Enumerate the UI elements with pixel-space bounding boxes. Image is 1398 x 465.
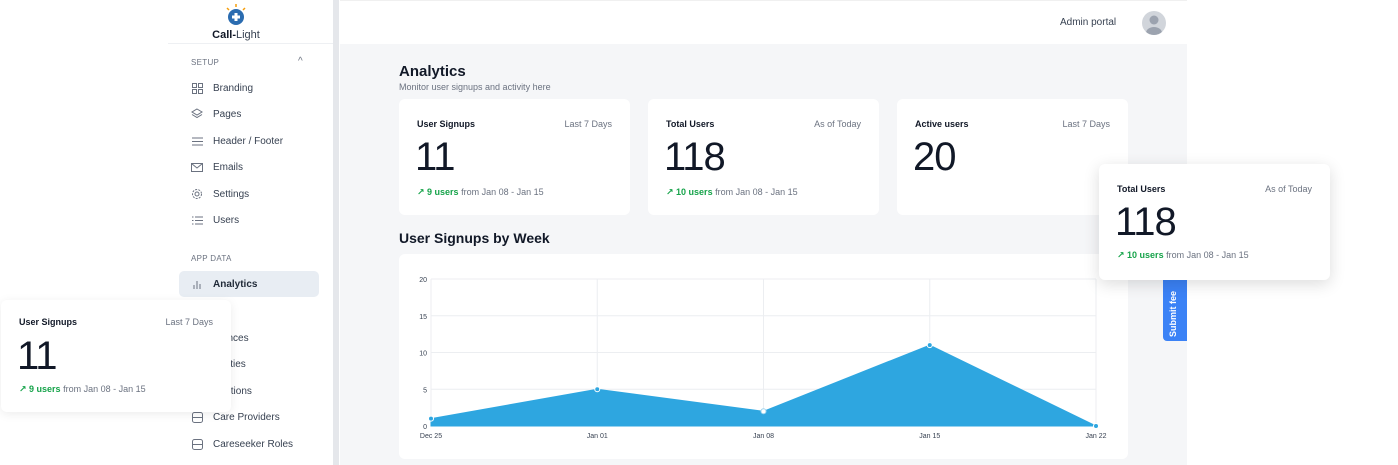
sidebar-item-label: Settings [213,188,250,200]
card-period: Last 7 Days [564,119,612,129]
sidebar-item-label: ifications [213,385,252,397]
x-tick-label: Jan 22 [1085,433,1106,440]
layers-icon [191,108,203,120]
card-period: Last 7 Days [1062,119,1110,129]
card-period: As of Today [1265,184,1312,194]
data-point [428,415,434,422]
submit-feedback-tab[interactable]: Submit fee [1163,278,1187,341]
change-value: ↗ 9 users [19,384,61,394]
change-value: ↗ 9 users [417,187,459,197]
card-period: As of Today [814,119,861,129]
admin-portal-label[interactable]: Admin portal [1060,17,1117,28]
data-point [1093,423,1099,429]
stat-card-active-users: Active users Last 7 Days 20 [897,99,1128,215]
floating-card-user-signups: User Signups Last 7 Days 11 ↗ 9 users fr… [1,300,231,412]
page-title: Analytics [399,63,466,80]
sidebar-item-pages[interactable]: Pages [179,101,319,127]
database-icon [191,438,203,450]
card-value: 11 [17,334,58,378]
card-title: Total Users [1117,184,1166,194]
data-point [926,342,933,349]
sidebar-item-label: Branding [213,82,254,94]
y-tick-label: 5 [423,387,427,394]
page-subtitle: Monitor user signups and activity here [399,82,551,92]
data-point [594,386,601,393]
mail-icon [191,161,203,173]
card-title: User Signups [19,317,78,327]
card-change: ↗ 9 users from Jan 08 - Jan 15 [417,187,544,198]
card-title: Total Users [666,119,715,129]
floating-card-total-users: Total Users As of Today 118 ↗ 10 users f… [1099,164,1330,280]
sidebar-item-label: Users [213,214,240,226]
stat-card-user-signups: User Signups Last 7 Days 11 ↗ 9 users fr… [399,99,630,215]
logo-text: Call-Light [212,29,260,41]
card-value: 11 [415,135,456,179]
card-title: Active users [915,119,969,129]
x-tick-label: Dec 25 [420,433,442,440]
stat-card-total-users: Total Users As of Today 118 ↗ 10 users f… [648,99,879,215]
gear-icon [191,188,203,200]
sidebar-item-label: Care Providers [213,411,280,423]
change-value: ↗ 10 users [1117,250,1164,260]
bar-chart-icon [191,278,203,290]
change-value: ↗ 10 users [666,187,713,197]
avatar[interactable] [1142,11,1166,35]
y-tick-label: 15 [419,314,427,321]
sidebar-item-settings[interactable]: Settings [179,181,319,207]
change-text: from Jan 08 - Jan 15 [60,384,146,394]
sidebar-item-label: Emails [213,161,244,173]
sidebar-item-header-footer[interactable]: Header / Footer [179,128,319,154]
main-content: Analytics Monitor user signups and activ… [340,44,1187,465]
sidebar-item-care-providers[interactable]: Care Providers [179,404,319,430]
x-tick-label: Jan 08 [753,433,774,440]
x-tick-label: Jan 01 [587,433,608,440]
sidebar-item-label: Analytics [213,278,258,290]
card-change: ↗ 10 users from Jan 08 - Jan 15 [666,187,798,198]
list-icon [191,214,203,226]
data-point [760,408,767,415]
card-period: Last 7 Days [165,317,213,327]
card-title: User Signups [417,119,476,129]
section-label-app-data: APP DATA [191,254,232,263]
feedback-label: Submit fee [1168,290,1178,337]
sidebar-item-label: Header / Footer [213,135,284,147]
top-bar: Admin portal [340,0,1187,44]
card-change: ↗ 9 users from Jan 08 - Jan 15 [19,384,146,395]
sidebar-item-label: Pages [213,108,242,120]
lightbulb-plus-icon [226,4,246,25]
change-text: from Jan 08 - Jan 15 [1163,250,1249,260]
menu-icon [191,135,203,147]
logo[interactable]: Call-Light [168,0,333,44]
sidebar-item-analytics[interactable]: Analytics [179,271,319,297]
y-tick-label: 10 [419,351,427,358]
chart-section-title: User Signups by Week [399,230,550,246]
sidebar-item-qualifications[interactable]: ifications [179,378,319,404]
chevron-up-icon[interactable]: ^ [298,56,303,67]
sidebar-item-careseeker-roles[interactable]: Careseeker Roles [179,431,319,457]
user-avatar-icon [1146,15,1162,35]
sidebar-item-users[interactable]: Users [179,207,319,233]
sidebar-item-branding[interactable]: Branding [179,75,319,101]
change-text: from Jan 08 - Jan 15 [712,187,798,197]
card-value: 20 [913,135,956,179]
signups-chart-card: 0 5 10 15 20 Dec 25 Jan 01 Jan 08 Jan 15 Jan 22 [399,254,1128,459]
section-label-setup: SETUP [191,58,220,67]
database-icon [191,411,203,423]
signups-area-chart: 0 5 10 15 20 Dec 25 Jan 01 Jan 08 Jan 15 Jan 22 [419,277,1106,440]
card-change: ↗ 10 users from Jan 08 - Jan 15 [1117,250,1249,261]
sidebar-item-emails[interactable]: Emails [179,154,319,180]
sidebar-scrollbar[interactable] [333,0,339,465]
x-tick-label: Jan 15 [919,433,940,440]
grid-icon [191,82,203,94]
sidebar-item-label: Careseeker Roles [213,438,294,450]
y-tick-label: 20 [419,277,427,284]
card-value: 118 [664,135,726,179]
y-tick-label: 0 [423,424,427,431]
change-text: from Jan 08 - Jan 15 [458,187,544,197]
card-value: 118 [1115,200,1177,244]
